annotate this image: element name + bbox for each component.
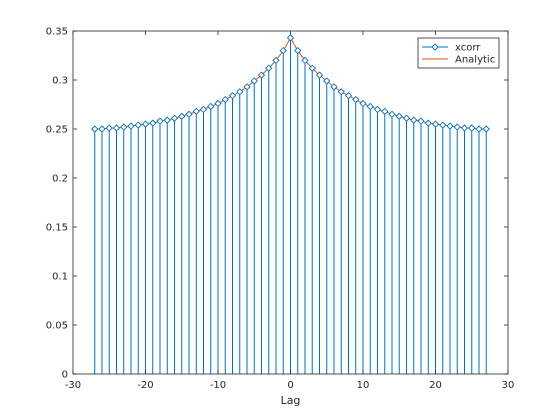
data-point-marker: [156, 117, 164, 125]
data-point-marker: [301, 56, 309, 65]
data-point-marker: [192, 107, 200, 115]
y-tick-label: 0.05: [46, 321, 68, 332]
data-point-marker: [279, 46, 287, 55]
x-tick-label: 30: [502, 380, 515, 391]
data-point-marker: [446, 122, 454, 130]
x-axis-label: Lag: [281, 394, 301, 407]
data-point-marker: [178, 112, 186, 120]
data-point-marker: [373, 105, 382, 114]
data-point-marker: [257, 71, 266, 79]
data-point-marker: [120, 123, 128, 131]
data-point-marker: [460, 124, 469, 132]
data-point-marker: [323, 77, 331, 85]
y-tick-label: 0.2: [52, 174, 68, 185]
legend-box: [417, 37, 500, 69]
data-point-marker: [207, 102, 215, 111]
x-tick-label: 0: [287, 380, 293, 391]
data-point-marker: [185, 110, 193, 118]
data-point-marker: [221, 95, 229, 104]
data-point-marker: [199, 105, 208, 114]
data-point-marker: [308, 64, 316, 72]
data-point-marker: [410, 116, 418, 124]
data-point-marker: [236, 88, 244, 96]
data-point-marker: [337, 88, 345, 96]
data-point-marker: [431, 120, 440, 128]
x-tick-label: -10: [210, 380, 226, 391]
data-point-marker: [417, 117, 425, 125]
data-point-marker: [352, 95, 360, 104]
x-tick-label: -20: [137, 380, 153, 391]
data-point-marker: [243, 83, 251, 91]
y-tick-label: 0: [62, 370, 68, 381]
legend-analytic-label: Analytic: [455, 55, 495, 66]
data-point-marker: [98, 125, 106, 133]
y-tick-label: 0.25: [46, 125, 68, 136]
data-point-marker: [294, 46, 302, 55]
x-tick-label: -30: [65, 380, 81, 391]
data-point-marker: [453, 123, 461, 131]
data-point-marker: [402, 114, 411, 122]
data-point-marker: [134, 121, 142, 129]
data-point-marker: [344, 92, 353, 100]
data-point-marker: [214, 99, 222, 108]
x-tick-label: 20: [429, 380, 442, 391]
data-point-marker: [424, 119, 432, 127]
x-tick-label: 10: [357, 380, 370, 391]
data-point-marker: [228, 92, 237, 100]
data-point-marker: [330, 83, 338, 91]
data-point-marker: [366, 102, 374, 111]
y-tick-label: 0.35: [46, 27, 68, 38]
data-point-marker: [468, 124, 476, 132]
stem-lines: [94, 37, 487, 374]
data-point-marker: [112, 124, 121, 132]
data-point-marker: [482, 125, 490, 133]
data-point-marker: [91, 125, 99, 133]
data-point-marker: [141, 120, 150, 128]
legend-xcorr-marker: [431, 43, 439, 51]
data-point-marker: [127, 122, 135, 130]
data-point-marker: [388, 110, 396, 118]
data-point-marker: [395, 112, 403, 120]
data-point-marker: [170, 114, 179, 122]
y-tick-label: 0.15: [46, 223, 68, 234]
data-point-marker: [439, 121, 447, 129]
data-point-marker: [315, 71, 324, 79]
legend-xcorr-label: xcorr: [455, 43, 481, 54]
stem-markers: [91, 34, 490, 133]
data-point-marker: [286, 34, 295, 42]
data-point-marker: [359, 99, 367, 108]
x-axis-ticks: -30 -20 -10 0 10 20 30: [65, 31, 515, 391]
data-point-marker: [265, 64, 273, 72]
data-point-marker: [163, 116, 171, 124]
data-point-marker: [475, 125, 483, 133]
y-axis-ticks: 0 0.05 0.1 0.15 0.2 0.25 0.3 0.35: [46, 27, 508, 381]
data-point-marker: [149, 119, 157, 127]
data-point-marker: [250, 77, 258, 85]
data-point-marker: [272, 56, 280, 65]
data-point-marker: [105, 124, 113, 132]
y-tick-label: 0.3: [52, 76, 68, 87]
y-tick-label: 0.1: [52, 272, 68, 283]
data-point-marker: [381, 107, 389, 115]
